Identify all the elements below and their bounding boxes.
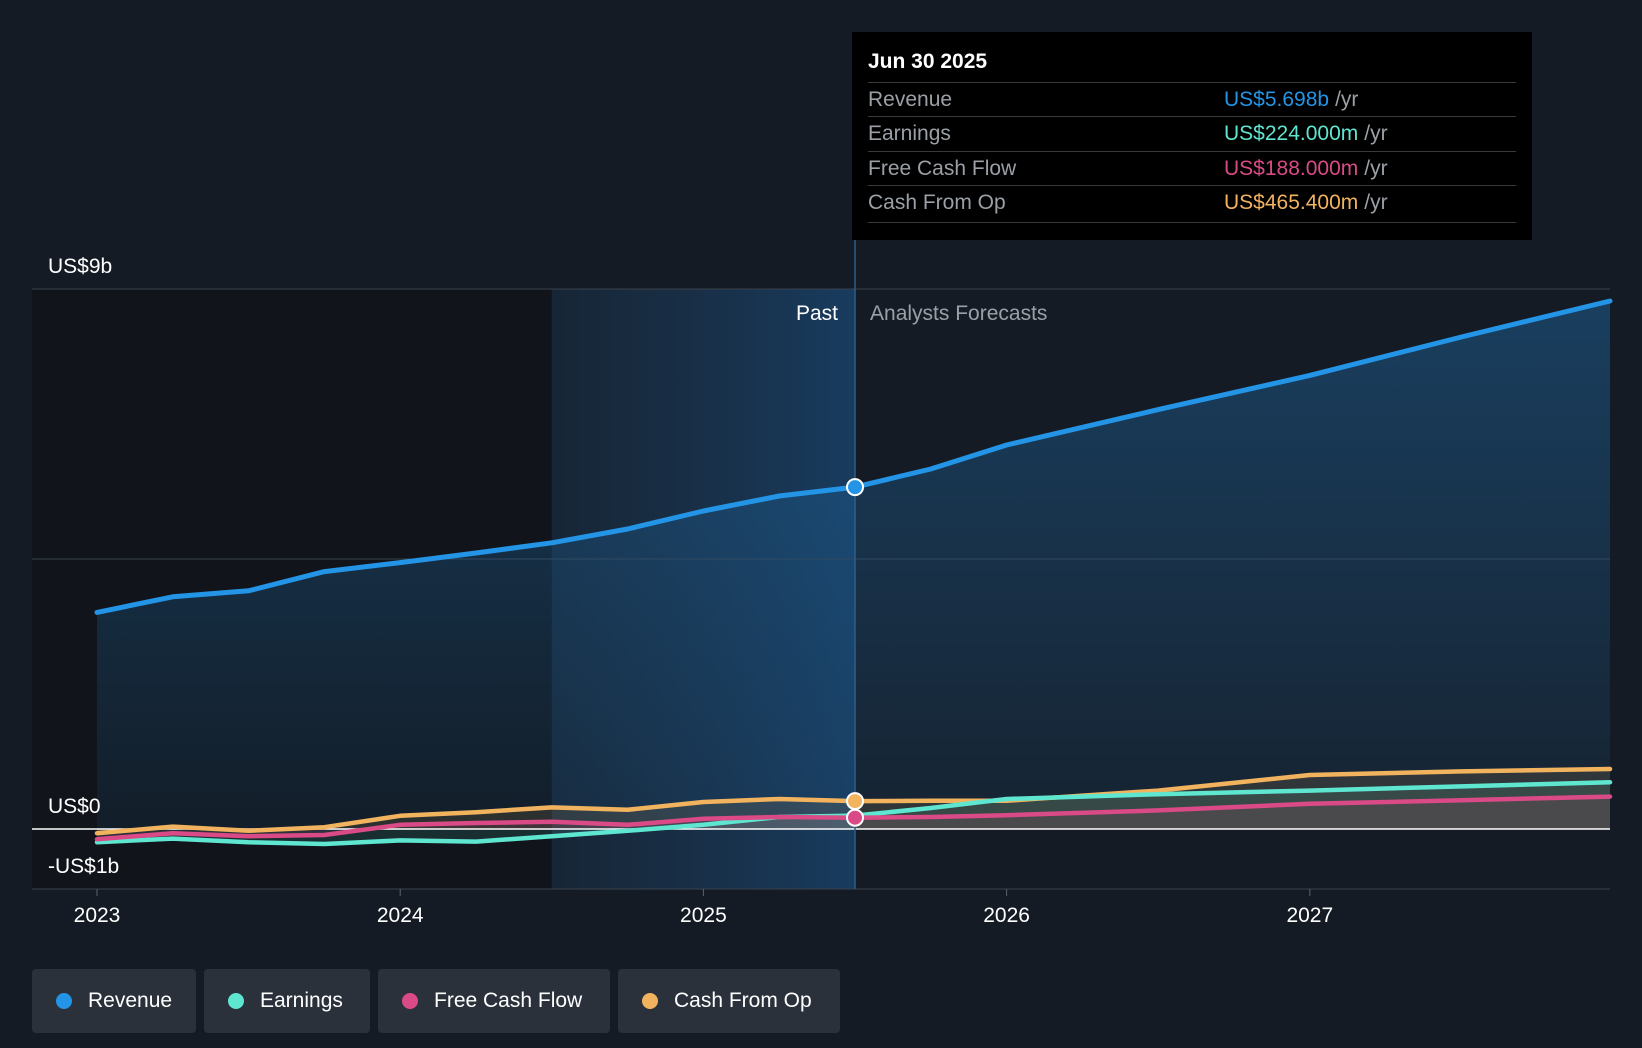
- revenue-area: [97, 301, 1610, 829]
- y-tick-label: US$0: [48, 795, 101, 818]
- legend-dot-icon: [642, 993, 658, 1009]
- earnings-line: [94, 779, 1613, 847]
- tooltip: Jun 30 2025 Revenue US$5.698b/yr Earning…: [852, 32, 1532, 240]
- legend-label: Revenue: [88, 989, 173, 1012]
- legend-label: Free Cash Flow: [434, 989, 583, 1012]
- tooltip-row-free-cash-flow: Free Cash Flow US$188.000m/yr: [868, 151, 1516, 186]
- x-tick-label: 2026: [983, 904, 1030, 927]
- forecast-label: Analysts Forecasts: [870, 302, 1047, 325]
- tooltip-row-cash-from-op: Cash From Op US$465.400m/yr: [868, 185, 1516, 220]
- legend-label: Earnings: [260, 989, 343, 1012]
- revenue-line: [94, 298, 1613, 615]
- free-cash-flow-line: [94, 794, 1613, 842]
- legend-cash-from-op[interactable]: Cash From Op: [618, 969, 840, 1033]
- legend-revenue[interactable]: Revenue: [32, 969, 196, 1033]
- tooltip-label: Free Cash Flow: [868, 157, 1017, 180]
- tooltip-label: Cash From Op: [868, 191, 1006, 214]
- x-tick-label: 2025: [680, 904, 727, 927]
- x-tick-label: 2024: [377, 904, 424, 927]
- tooltip-value: US$5.698b/yr: [1224, 88, 1359, 111]
- tooltip-row-earnings: Earnings US$224.000m/yr: [868, 116, 1516, 151]
- cash-from-op-line: [94, 766, 1613, 836]
- tooltip-value: US$465.400m/yr: [1224, 191, 1388, 214]
- free-cash-flow-marker: [846, 808, 865, 827]
- y-tick-label: -US$1b: [48, 855, 119, 878]
- tooltip-label: Earnings: [868, 122, 951, 145]
- tooltip-value: US$224.000m/yr: [1224, 122, 1388, 145]
- legend-free-cash-flow[interactable]: Free Cash Flow: [378, 969, 610, 1033]
- tooltip-value: US$188.000m/yr: [1224, 157, 1388, 180]
- tooltip-date: Jun 30 2025: [868, 50, 988, 73]
- legend-dot-icon: [402, 993, 418, 1009]
- legend-dot-icon: [228, 993, 244, 1009]
- tooltip-label: Revenue: [868, 88, 953, 111]
- revenue-marker: [846, 478, 865, 497]
- legend-earnings[interactable]: Earnings: [204, 969, 370, 1033]
- y-tick-label: US$9b: [48, 255, 112, 278]
- tooltip-row-revenue: Revenue US$5.698b/yr: [868, 82, 1516, 117]
- legend-label: Cash From Op: [674, 989, 812, 1012]
- cash-from-op-marker: [846, 792, 865, 811]
- x-tick-label: 2023: [74, 904, 121, 927]
- past-label: Past: [796, 302, 838, 325]
- legend-dot-icon: [56, 993, 72, 1009]
- x-tick-label: 2027: [1286, 904, 1333, 927]
- tooltip-divider: [868, 222, 1516, 223]
